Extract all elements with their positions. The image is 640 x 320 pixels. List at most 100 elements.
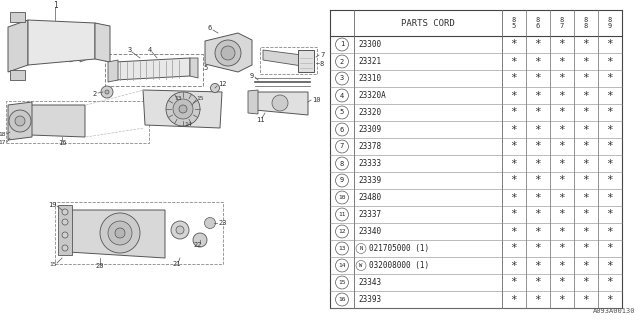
Text: 5: 5 [340, 109, 344, 116]
Circle shape [335, 259, 348, 272]
Text: *: * [607, 244, 613, 253]
Circle shape [105, 90, 109, 94]
Text: *: * [511, 124, 517, 134]
Polygon shape [205, 33, 252, 72]
Text: 11: 11 [339, 212, 346, 217]
Text: 021705000 (1): 021705000 (1) [369, 244, 429, 253]
Text: 23333: 23333 [358, 159, 381, 168]
Circle shape [335, 89, 348, 102]
Text: 15: 15 [339, 280, 346, 285]
Circle shape [211, 84, 220, 92]
Text: *: * [511, 227, 517, 236]
Text: 20: 20 [96, 263, 104, 269]
Text: *: * [559, 193, 565, 203]
Polygon shape [30, 105, 85, 137]
Text: *: * [534, 277, 541, 287]
Text: *: * [607, 260, 613, 270]
Bar [260, 47, 317, 74]
Polygon shape [143, 90, 222, 128]
Text: *: * [559, 57, 565, 67]
Circle shape [193, 233, 207, 247]
Text: *: * [511, 108, 517, 117]
Text: 7: 7 [340, 143, 344, 149]
Text: 22: 22 [194, 242, 202, 248]
Text: *: * [607, 277, 613, 287]
Bar [105, 54, 203, 86]
Text: *: * [511, 210, 517, 220]
Circle shape [335, 242, 348, 255]
Circle shape [62, 245, 68, 251]
Text: 14: 14 [184, 122, 192, 126]
Text: 10: 10 [312, 97, 321, 103]
Circle shape [62, 232, 68, 238]
Text: *: * [582, 193, 589, 203]
Text: *: * [607, 91, 613, 100]
Circle shape [335, 208, 348, 221]
Text: 8
7: 8 7 [560, 17, 564, 29]
Text: *: * [559, 108, 565, 117]
Text: 11: 11 [256, 117, 264, 123]
Text: 2: 2 [93, 91, 97, 97]
Polygon shape [70, 23, 78, 62]
Text: 5: 5 [204, 65, 208, 71]
Text: 15: 15 [49, 261, 57, 267]
Circle shape [221, 46, 235, 60]
Text: *: * [511, 91, 517, 100]
Text: 12: 12 [339, 229, 346, 234]
Text: 8: 8 [320, 61, 324, 67]
Text: 23320: 23320 [358, 108, 381, 117]
Polygon shape [263, 50, 302, 66]
Text: *: * [607, 158, 613, 169]
Text: *: * [511, 74, 517, 84]
Polygon shape [95, 23, 110, 62]
Text: *: * [559, 210, 565, 220]
Polygon shape [8, 102, 32, 140]
Circle shape [166, 92, 200, 126]
Circle shape [108, 221, 132, 245]
Text: N: N [360, 246, 363, 251]
Text: *: * [559, 91, 565, 100]
Circle shape [171, 221, 189, 239]
Text: *: * [582, 124, 589, 134]
Text: 23343: 23343 [358, 278, 381, 287]
Text: *: * [534, 210, 541, 220]
Text: *: * [607, 193, 613, 203]
Text: 14: 14 [339, 263, 346, 268]
Text: *: * [607, 39, 613, 50]
Text: *: * [559, 244, 565, 253]
Circle shape [335, 106, 348, 119]
Text: *: * [534, 158, 541, 169]
Text: *: * [511, 277, 517, 287]
Polygon shape [108, 60, 118, 82]
Text: 23378: 23378 [358, 142, 381, 151]
Text: *: * [559, 158, 565, 169]
Polygon shape [10, 70, 25, 80]
Text: *: * [582, 108, 589, 117]
Text: 1: 1 [52, 1, 58, 10]
Text: *: * [534, 39, 541, 50]
Polygon shape [40, 23, 48, 62]
Text: *: * [582, 227, 589, 236]
Polygon shape [248, 90, 258, 114]
Bar [6, 101, 149, 143]
Text: 4: 4 [148, 47, 152, 53]
Text: 13: 13 [174, 95, 182, 100]
Text: *: * [534, 193, 541, 203]
Text: 18: 18 [0, 132, 6, 138]
Text: *: * [511, 244, 517, 253]
Text: 1: 1 [340, 42, 344, 47]
Circle shape [335, 157, 348, 170]
Polygon shape [50, 23, 58, 62]
Polygon shape [58, 205, 72, 255]
Text: *: * [607, 124, 613, 134]
Text: *: * [582, 91, 589, 100]
Text: 23321: 23321 [358, 57, 381, 66]
Polygon shape [30, 23, 38, 62]
Circle shape [115, 228, 125, 238]
Circle shape [335, 38, 348, 51]
Text: 12: 12 [218, 81, 227, 87]
Text: 23320A: 23320A [358, 91, 386, 100]
Text: *: * [559, 260, 565, 270]
Circle shape [335, 293, 348, 306]
Circle shape [335, 123, 348, 136]
